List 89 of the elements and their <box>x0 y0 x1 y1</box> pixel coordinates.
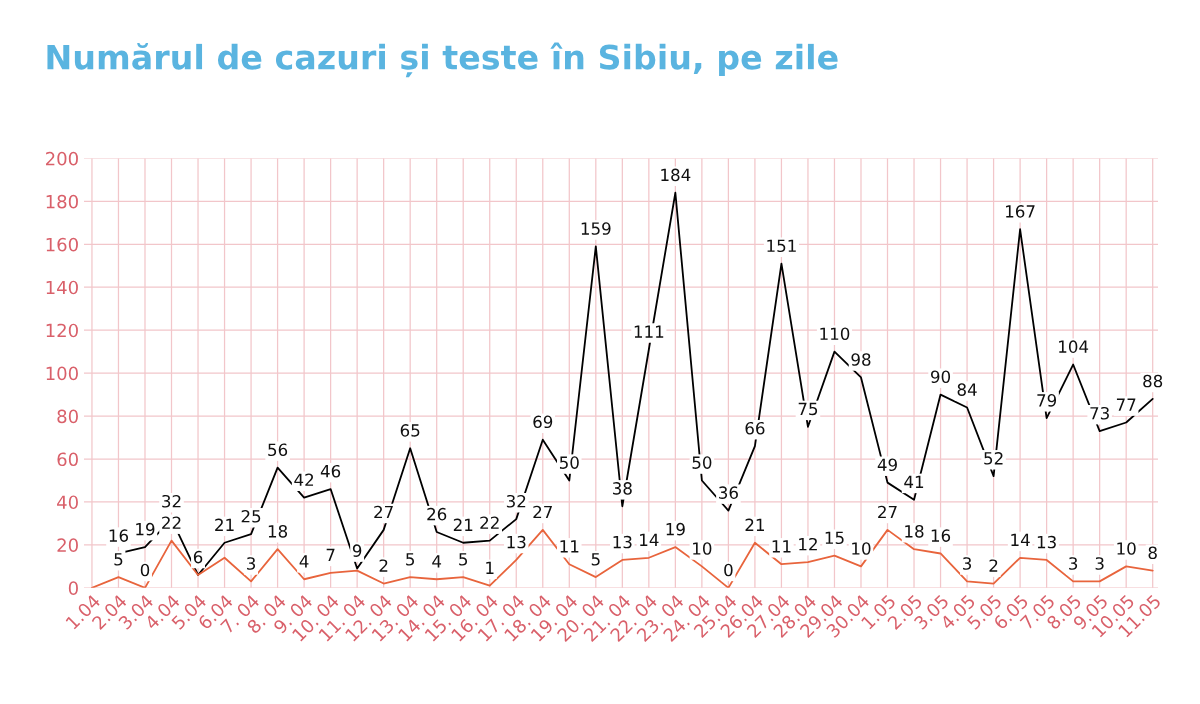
data-label: 27 <box>533 505 552 519</box>
y-tick-label: 60 <box>57 452 78 467</box>
y-tick-label: 140 <box>46 280 78 295</box>
data-label: 90 <box>930 370 951 384</box>
data-label: 184 <box>661 168 691 182</box>
data-label: 0 <box>140 563 150 577</box>
y-tick-label: 80 <box>57 409 78 424</box>
data-label: 10 <box>1117 542 1136 555</box>
data-label: 19 <box>666 522 685 536</box>
data-label: 66 <box>745 421 765 435</box>
data-label: 73 <box>1090 406 1109 420</box>
data-label: 3 <box>247 557 256 570</box>
data-label: 46 <box>320 464 341 478</box>
data-label: 13 <box>507 535 526 549</box>
data-label: 9 <box>352 544 362 557</box>
data-label: 50 <box>559 456 579 469</box>
data-label: 79 <box>1037 394 1057 407</box>
data-label: 32 <box>506 494 526 508</box>
data-label: 21 <box>745 518 764 531</box>
data-label: 159 <box>581 222 611 235</box>
y-tick-label: 120 <box>46 323 78 338</box>
data-label: 13 <box>613 535 632 549</box>
data-label: 16 <box>931 529 951 542</box>
data-label: 18 <box>268 525 288 538</box>
data-label: 69 <box>533 415 553 429</box>
data-label: 110 <box>820 327 850 341</box>
data-label: 27 <box>374 505 393 519</box>
data-label: 0 <box>724 563 733 577</box>
data-label: 27 <box>878 505 897 519</box>
data-label: 21 <box>215 518 234 531</box>
data-label: 41 <box>904 475 924 489</box>
data-label: 16 <box>109 529 129 542</box>
data-label: 6 <box>193 550 203 564</box>
data-label: 22 <box>480 516 499 529</box>
data-label: 36 <box>719 486 738 499</box>
data-label: 5 <box>459 553 468 566</box>
data-label: 65 <box>400 424 420 437</box>
data-label: 3 <box>1069 557 1078 570</box>
data-label: 25 <box>241 509 261 523</box>
data-label: 13 <box>1037 535 1056 549</box>
data-label: 10 <box>852 542 871 555</box>
data-label: 8 <box>1148 546 1157 560</box>
data-label: 49 <box>877 458 897 472</box>
data-label: 3 <box>1095 557 1104 570</box>
y-tick-label: 180 <box>46 194 78 209</box>
data-label: 14 <box>640 533 659 546</box>
data-label: 111 <box>634 325 664 338</box>
data-label: 7 <box>326 548 335 562</box>
data-label: 84 <box>957 383 977 396</box>
data-label: 167 <box>1006 205 1035 218</box>
data-label: 3 <box>963 557 972 570</box>
data-label: 10 <box>693 542 712 555</box>
data-label: 19 <box>136 522 155 536</box>
y-tick-label: 20 <box>57 538 78 553</box>
data-label: 50 <box>692 456 712 469</box>
data-label: 75 <box>798 402 818 416</box>
y-tick-label: 0 <box>68 581 78 595</box>
data-label: 2 <box>379 559 388 572</box>
data-label: 4 <box>432 555 442 568</box>
data-label: 18 <box>905 525 924 538</box>
data-label: 2 <box>989 559 998 572</box>
data-label: 15 <box>825 531 844 545</box>
data-label: 4 <box>299 555 309 568</box>
data-label: 42 <box>294 473 314 486</box>
data-label: 38 <box>612 482 632 495</box>
y-tick-label: 40 <box>57 495 78 510</box>
data-label: 5 <box>114 553 123 566</box>
data-label: 11 <box>772 540 791 553</box>
data-label: 14 <box>1011 533 1030 546</box>
data-label: 1 <box>486 561 494 574</box>
data-label: 88 <box>1143 374 1163 388</box>
data-label: 98 <box>851 353 871 366</box>
y-tick-label: 100 <box>46 366 78 381</box>
data-label: 21 <box>453 518 473 531</box>
y-tick-label: 200 <box>46 151 78 166</box>
data-label: 5 <box>591 553 600 566</box>
y-tick-label: 160 <box>46 237 78 252</box>
data-label: 12 <box>799 537 817 551</box>
data-label: 52 <box>984 452 1003 465</box>
chart-title: Numărul de cazuri și teste în Sibiu, pe zile <box>47 42 838 78</box>
data-label: 32 <box>162 494 181 508</box>
data-label: 104 <box>1059 340 1089 353</box>
data-label: 56 <box>268 443 288 457</box>
data-label: 26 <box>427 507 447 521</box>
data-label: 11 <box>560 540 579 553</box>
data-label: 22 <box>162 516 181 529</box>
data-label: 151 <box>767 239 796 253</box>
data-label: 5 <box>406 553 415 566</box>
data-label: 77 <box>1116 398 1136 411</box>
